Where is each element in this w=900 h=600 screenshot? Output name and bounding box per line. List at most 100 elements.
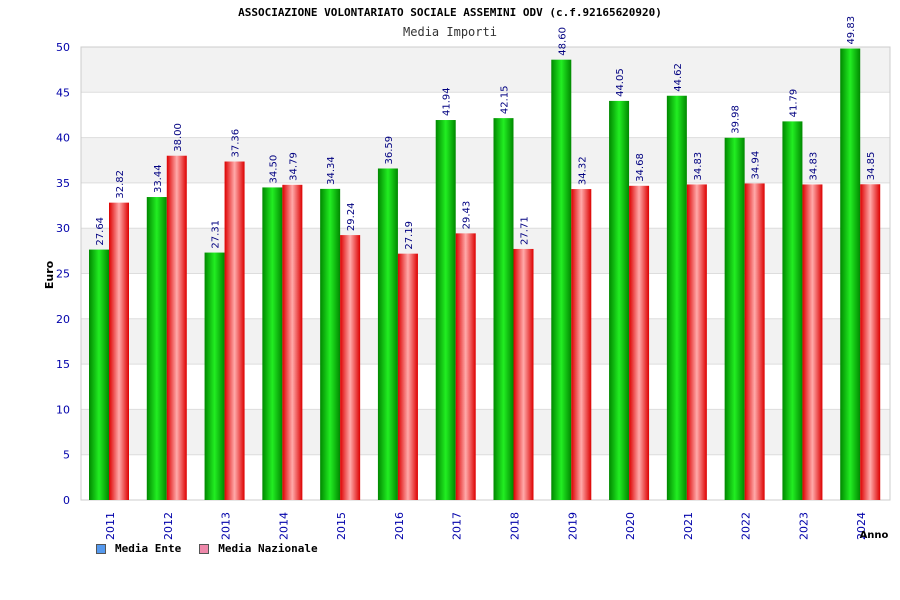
value-label-media-ente-2018: 42.15 xyxy=(500,85,511,114)
y-tick-label: 25 xyxy=(56,268,70,281)
grid-bands xyxy=(81,47,890,455)
x-tick-label-2014: 2014 xyxy=(277,512,290,540)
bar-media-nazionale-2011 xyxy=(109,202,129,500)
y-tick-label: 15 xyxy=(56,358,70,371)
y-tick-label: 20 xyxy=(56,313,70,326)
bar-media-ente-2015 xyxy=(320,188,341,501)
legend-swatch-media-ente xyxy=(96,543,106,554)
bar-media-nazionale-2016 xyxy=(397,253,418,500)
value-label-media-ente-2014: 34.50 xyxy=(268,155,279,184)
value-label-media-nazionale-2021: 34.83 xyxy=(693,152,704,181)
x-tick-label-2013: 2013 xyxy=(220,512,233,540)
value-label-media-nazionale-2011: 32.82 xyxy=(115,170,126,199)
value-label-media-nazionale-2016: 27.19 xyxy=(404,221,415,250)
value-label-media-ente-2013: 27.31 xyxy=(211,220,222,249)
x-tick-label-2011: 2011 xyxy=(104,512,117,540)
y-tick-label: 35 xyxy=(56,177,70,190)
x-tick-label-2012: 2012 xyxy=(162,512,175,540)
y-tick-label: 40 xyxy=(56,132,70,145)
plot-frame xyxy=(80,46,891,501)
value-label-media-ente-2022: 39.98 xyxy=(731,105,742,134)
bar-media-ente-2011 xyxy=(89,249,109,500)
x-tick-label-2015: 2015 xyxy=(335,512,348,540)
legend-item-media-nazionale: Media Nazionale xyxy=(199,542,318,555)
value-label-media-ente-2015: 34.34 xyxy=(326,156,337,185)
x-tick-label-2020: 2020 xyxy=(624,512,637,540)
legend: Media Ente Media Nazionale xyxy=(96,542,336,555)
value-label-media-ente-2011: 27.64 xyxy=(95,217,106,246)
bar-media-ente-2016 xyxy=(377,168,398,500)
bar-media-ente-2022 xyxy=(724,137,745,501)
value-label-media-ente-2020: 44.05 xyxy=(615,68,626,97)
legend-swatch-media-nazionale xyxy=(199,543,210,554)
y-tick-label: 45 xyxy=(56,86,70,99)
bar-media-ente-2017 xyxy=(435,120,456,501)
value-label-media-nazionale-2019: 34.32 xyxy=(577,156,588,185)
value-label-media-ente-2023: 41.79 xyxy=(788,89,799,118)
y-tick-label: 5 xyxy=(63,449,70,462)
bar-media-ente-2023 xyxy=(782,121,803,500)
value-labels: 27.64 32.82 33.44 38.00 27.31 37.36 34.50 34.79… xyxy=(95,16,877,250)
bar-media-ente-2013 xyxy=(204,252,225,500)
bar-media-nazionale-2015 xyxy=(340,235,361,500)
value-label-media-nazionale-2022: 34.94 xyxy=(751,151,762,180)
chart-subtitle: Media Importi xyxy=(403,25,497,39)
value-label-media-nazionale-2014: 34.79 xyxy=(288,152,299,181)
bar-media-ente-2014 xyxy=(262,187,283,500)
grid-band xyxy=(81,47,890,93)
value-label-media-ente-2021: 44.62 xyxy=(673,63,684,92)
x-tick-label-2019: 2019 xyxy=(566,512,579,540)
value-label-media-nazionale-2024: 34.85 xyxy=(866,152,877,181)
legend-label-media-nazionale: Media Nazionale xyxy=(218,542,318,555)
bar-media-nazionale-2023 xyxy=(802,184,823,501)
plot-frame-rect xyxy=(80,46,891,501)
bars xyxy=(89,48,881,501)
bar-media-nazionale-2019 xyxy=(571,189,592,501)
y-tick-label: 50 xyxy=(56,41,70,54)
bar-media-nazionale-2022 xyxy=(744,183,765,500)
x-axis-label: Anno xyxy=(860,530,889,541)
x-tick-label-2021: 2021 xyxy=(682,512,695,540)
y-tick-label: 10 xyxy=(56,403,70,416)
value-label-media-nazionale-2017: 29.43 xyxy=(462,201,473,230)
x-tick-label-2022: 2022 xyxy=(740,512,753,540)
y-axis-label: Euro xyxy=(43,260,56,289)
x-tick-label-2023: 2023 xyxy=(797,512,810,540)
value-label-media-nazionale-2020: 34.68 xyxy=(635,153,646,182)
bar-media-ente-2012 xyxy=(146,197,167,500)
x-tick-label-2018: 2018 xyxy=(509,512,522,540)
x-tick-label-2016: 2016 xyxy=(393,512,406,540)
bar-media-nazionale-2017 xyxy=(455,233,476,500)
y-tick-labels: 0 5 10 15 20 25 30 35 40 45 50 xyxy=(56,41,70,507)
y-tick-label: 0 xyxy=(63,494,70,507)
value-label-media-ente-2016: 36.59 xyxy=(384,136,395,165)
value-label-media-ente-2024: 49.83 xyxy=(846,16,857,45)
value-label-media-ente-2017: 41.94 xyxy=(442,87,453,116)
value-label-media-ente-2019: 48.60 xyxy=(557,27,568,56)
chart-title: ASSOCIAZIONE VOLONTARIATO SOCIALE ASSEMI… xyxy=(238,6,662,19)
bar-media-nazionale-2013 xyxy=(224,161,245,500)
bar-media-nazionale-2020 xyxy=(629,185,650,500)
x-tick-label-2024: 2024 xyxy=(855,512,868,540)
legend-label-media-ente: Media Ente xyxy=(115,542,182,555)
bar-media-ente-2021 xyxy=(666,95,687,500)
bar-media-ente-2018 xyxy=(493,118,514,500)
bar-media-nazionale-2018 xyxy=(513,248,534,500)
value-label-media-ente-2012: 33.44 xyxy=(153,164,164,193)
x-tick-label-2017: 2017 xyxy=(451,512,464,540)
value-label-media-nazionale-2012: 38.00 xyxy=(173,123,184,152)
bar-media-nazionale-2021 xyxy=(686,184,707,501)
value-label-media-nazionale-2013: 37.36 xyxy=(231,129,242,158)
bar-media-nazionale-2014 xyxy=(282,184,303,500)
grid-band xyxy=(81,318,890,365)
grid-band xyxy=(81,409,890,455)
bar-media-ente-2024 xyxy=(840,48,861,501)
bar-media-ente-2020 xyxy=(609,100,630,501)
bar-media-nazionale-2012 xyxy=(166,155,187,500)
x-tick-labels: 2011 2012 2013 2014 2015 2016 2017 2018 2019 2020… xyxy=(104,512,868,540)
bar-media-ente-2019 xyxy=(551,59,572,501)
value-label-media-nazionale-2015: 29.24 xyxy=(346,202,357,231)
legend-item-media-ente: Media Ente xyxy=(96,542,181,555)
